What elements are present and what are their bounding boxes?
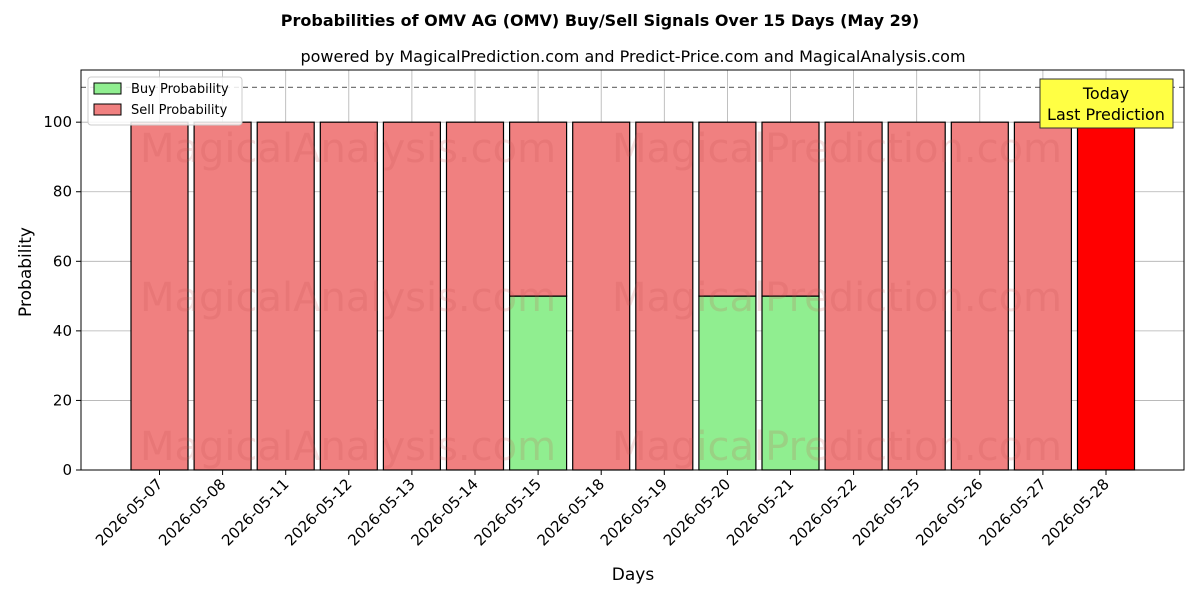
x-tick-label-1: 2026-05-08 — [155, 475, 229, 549]
bar-sell-2026-05-22 — [824, 121, 883, 471]
x-tick-label-8: 2026-05-19 — [597, 475, 671, 549]
bar-sell-2026-05-21 — [761, 121, 820, 297]
x-tick-label-10: 2026-05-21 — [723, 475, 797, 549]
x-tick-label-3: 2026-05-12 — [281, 475, 355, 549]
bar-sell-2026-05-14 — [445, 121, 505, 471]
watermark-right-0: MagicalPrediction.com — [612, 126, 1062, 172]
y-axis-label: Probability — [16, 227, 36, 317]
bar-buy-2026-05-15 — [509, 295, 568, 471]
bar-sell-2026-05-13 — [382, 121, 441, 471]
bar-sell-2026-05-19 — [635, 121, 694, 471]
bar-sell-2026-05-25 — [887, 121, 946, 471]
x-tick-label-11: 2026-05-22 — [786, 475, 860, 549]
bar-sell-2026-05-11 — [256, 121, 315, 471]
y-tick-label-4: 80 — [53, 183, 72, 201]
x-tick-label-15: 2026-05-28 — [1038, 475, 1112, 549]
legend-label-buy: Buy Probability — [131, 82, 229, 97]
x-tick-label-4: 2026-05-13 — [344, 475, 418, 549]
watermark-left-1: MagicalAnalysis.com — [140, 275, 556, 321]
legend-swatch-buy — [93, 82, 122, 95]
bar-sell-2026-05-26 — [950, 121, 1009, 471]
annotation-box — [1039, 78, 1174, 129]
legend-swatch-sell — [93, 103, 122, 116]
bar-sell-2026-05-20 — [698, 121, 757, 297]
annotation-line-2: Last Prediction — [1047, 105, 1165, 124]
legend-box — [87, 76, 243, 126]
bar-sell-2026-05-18 — [572, 121, 631, 471]
watermarks: MagicalAnalysis.com MagicalPrediction.com… — [140, 126, 1062, 470]
plot-frame — [80, 69, 1185, 471]
today-annotation: Today Last Prediction — [1039, 78, 1174, 129]
annotation-line-1: Today — [1082, 84, 1129, 103]
chart-subtitle: powered by MagicalPrediction.com and Pre… — [300, 47, 965, 66]
x-tick-label-9: 2026-05-20 — [660, 475, 734, 549]
y-tick-label-1: 20 — [53, 391, 72, 409]
x-tick-label-12: 2026-05-25 — [849, 475, 923, 549]
y-axis: 0 20 40 60 80 100 — [43, 113, 81, 479]
bar-sell-2026-05-15 — [509, 121, 568, 297]
watermark-left-0: MagicalAnalysis.com — [140, 126, 556, 172]
chart-title: Probabilities of OMV AG (OMV) Buy/Sell S… — [281, 11, 919, 30]
bars — [130, 121, 1136, 471]
y-tick-label-3: 60 — [53, 252, 72, 270]
y-tick-label-5: 100 — [43, 113, 72, 131]
x-axis: 2026-05-072026-05-082026-05-112026-05-12… — [92, 470, 1113, 549]
x-tick-label-0: 2026-05-07 — [92, 475, 166, 549]
y-tick-label-0: 0 — [62, 461, 72, 479]
watermark-right-2: MagicalPrediction.com — [612, 424, 1062, 470]
bar-buy-2026-05-20 — [698, 295, 757, 471]
bar-buy-2026-05-21 — [761, 295, 820, 471]
watermark-left-2: MagicalAnalysis.com — [140, 424, 556, 470]
legend: Buy Probability Sell Probability — [87, 76, 243, 126]
legend-label-sell: Sell Probability — [131, 103, 228, 118]
x-tick-label-5: 2026-05-14 — [407, 475, 481, 549]
y-tick-label-2: 40 — [53, 322, 72, 340]
x-axis-label: Days — [612, 565, 655, 585]
x-tick-label-13: 2026-05-26 — [912, 475, 986, 549]
bar-sell-2026-05-28 — [1076, 121, 1136, 471]
bar-sell-2026-05-27 — [1013, 121, 1073, 471]
x-tick-label-2: 2026-05-11 — [218, 475, 292, 549]
x-tick-label-14: 2026-05-27 — [975, 475, 1049, 549]
x-tick-label-6: 2026-05-15 — [471, 475, 545, 549]
watermark-right-1: MagicalPrediction.com — [612, 275, 1062, 321]
bar-sell-2026-05-12 — [319, 121, 378, 471]
x-tick-label-7: 2026-05-18 — [534, 475, 608, 549]
